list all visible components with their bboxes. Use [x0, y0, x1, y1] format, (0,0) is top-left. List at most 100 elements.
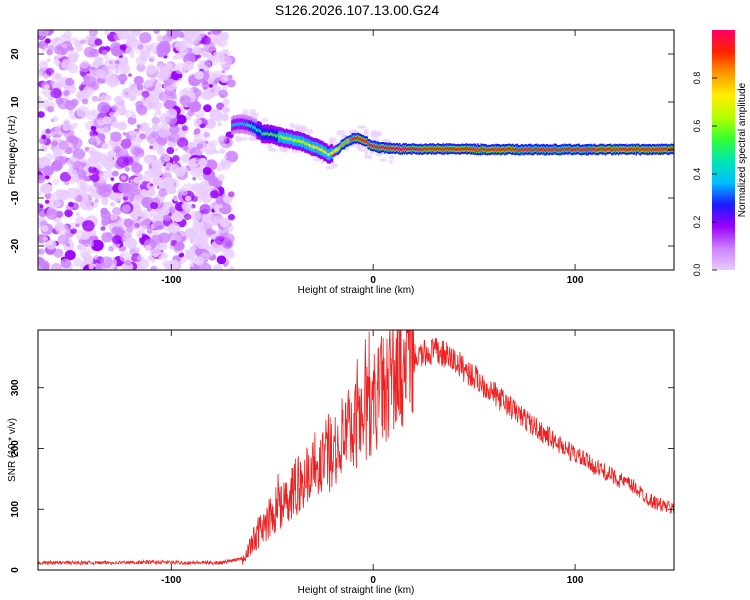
- ridge-core: [429, 146, 432, 150]
- noise-speckle: [77, 243, 85, 250]
- noise-speckle: [199, 123, 206, 129]
- noise-speckle: [75, 44, 84, 52]
- noise-speckle: [68, 201, 74, 207]
- noise-speckle: [185, 195, 192, 202]
- noise-speckle: [50, 88, 62, 99]
- noise-speckle: [43, 46, 49, 51]
- noise-speckle: [102, 65, 113, 74]
- y-tick-label: -10: [10, 190, 21, 205]
- noise-speckle: [139, 133, 146, 140]
- ridge-core: [342, 142, 345, 146]
- ridge-core: [285, 136, 288, 139]
- x-tick-label: -100: [161, 575, 181, 586]
- noise-speckle: [129, 179, 134, 183]
- noise-speckle: [45, 175, 50, 180]
- noise-speckle: [199, 204, 211, 215]
- noise-speckle: [118, 73, 128, 83]
- noise-speckle: [140, 189, 148, 197]
- ridge-core: [261, 132, 263, 136]
- noise-speckle: [81, 231, 91, 240]
- noise-speckle: [91, 239, 104, 252]
- noise-speckle: [52, 178, 60, 186]
- colorbar: 0.0 0.2 0.4 0.6 0.8 Normalized spectral ampl…: [692, 30, 748, 276]
- noise-speckle: [219, 148, 226, 154]
- noise-speckle: [187, 161, 199, 171]
- noise-speckle: [112, 192, 123, 202]
- ridge-core: [625, 147, 627, 151]
- noise-speckle: [50, 263, 62, 270]
- noise-speckle: [120, 138, 132, 149]
- noise-speckle: [90, 174, 100, 183]
- noise-speckle: [60, 258, 72, 269]
- noise-speckle: [44, 38, 51, 44]
- noise-speckle: [266, 141, 273, 149]
- ridge-core: [672, 147, 674, 151]
- ridge-core: [344, 141, 346, 145]
- colorbar-label: Normalized spectral amplitude: [737, 82, 748, 217]
- noise-speckle: [107, 150, 116, 158]
- noise-speckle: [153, 252, 158, 258]
- noise-speckle: [94, 38, 103, 46]
- noise-speckle: [174, 148, 179, 152]
- noise-speckle: [203, 131, 210, 138]
- noise-speckle: [227, 213, 236, 221]
- noise-speckle: [93, 57, 103, 66]
- ridge-core: [604, 148, 607, 152]
- noise-speckle: [261, 118, 268, 122]
- ridge-core: [459, 147, 462, 151]
- noise-speckle: [114, 60, 120, 65]
- ridge-core: [557, 148, 559, 152]
- noise-speckle: [220, 113, 229, 122]
- noise-speckle: [173, 197, 178, 202]
- noise-speckle: [70, 37, 78, 44]
- noise-speckle: [77, 169, 87, 178]
- noise-speckle: [151, 159, 162, 169]
- noise-speckle: [66, 187, 79, 200]
- noise-speckle: [58, 140, 69, 150]
- noise-speckle: [128, 73, 132, 77]
- ridge-core: [300, 140, 303, 144]
- noise-speckle: [79, 60, 90, 69]
- ridge-core: [463, 147, 466, 151]
- noise-speckle: [137, 233, 143, 239]
- noise-speckle: [42, 183, 47, 188]
- noise-speckle: [196, 54, 202, 59]
- colorbar-tick-label: 0.2: [692, 216, 702, 229]
- noise-speckle: [52, 116, 59, 122]
- noise-speckle: [59, 171, 72, 182]
- noise-speckle: [158, 40, 171, 53]
- noise-speckle: [119, 44, 127, 51]
- noise-speckle: [172, 212, 184, 223]
- noise-speckle: [50, 131, 57, 137]
- spectrogram-y-label: Frequency (Hz): [7, 116, 18, 185]
- noise-speckle: [203, 104, 212, 113]
- noise-speckle: [110, 131, 122, 142]
- noise-speckle: [72, 160, 85, 172]
- noise-speckle: [222, 238, 234, 249]
- ridge-core: [469, 147, 471, 151]
- noise-speckle: [200, 113, 204, 117]
- noise-speckle: [44, 192, 52, 200]
- noise-speckle: [110, 42, 122, 53]
- noise-speckle: [136, 84, 144, 91]
- noise-speckle: [157, 64, 166, 72]
- spectrogram-ridge: [231, 114, 674, 164]
- noise-speckle: [38, 30, 49, 37]
- ridge-core: [376, 146, 379, 150]
- ridge-core: [257, 128, 259, 132]
- colorbar-tick-label: 0.8: [692, 72, 702, 85]
- ridge-core: [372, 144, 375, 148]
- noise-speckle: [158, 188, 168, 197]
- noise-speckle: [83, 85, 95, 96]
- noise-speckle: [89, 185, 96, 192]
- noise-speckle: [86, 240, 91, 245]
- noise-speckle: [91, 66, 95, 71]
- noise-speckle: [163, 78, 177, 91]
- noise-speckle: [131, 30, 142, 36]
- noise-speckle: [38, 192, 42, 196]
- noise-speckle: [163, 155, 171, 162]
- noise-speckle: [220, 158, 228, 166]
- noise-speckle: [75, 212, 80, 216]
- noise-speckle: [54, 45, 65, 55]
- noise-speckle: [153, 30, 160, 35]
